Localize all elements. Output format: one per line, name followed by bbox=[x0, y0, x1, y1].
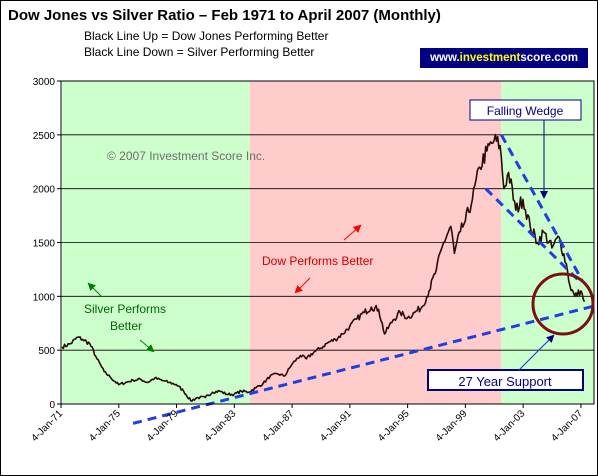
wedge-upper-line bbox=[500, 134, 584, 281]
y-tick-label: 0 bbox=[49, 400, 55, 411]
y-tick-label: 1000 bbox=[33, 292, 56, 303]
brand-badge: www.investmentscore.com bbox=[420, 48, 588, 68]
support-arrow bbox=[518, 334, 555, 371]
y-tick-label: 1500 bbox=[33, 239, 56, 250]
brand-highlight: investment bbox=[459, 52, 521, 64]
y-tick-label: 2000 bbox=[33, 185, 56, 196]
silver-arrow-up bbox=[87, 282, 103, 298]
highlight-circle bbox=[531, 272, 595, 336]
x-tick-label: 4-Jan-99 bbox=[434, 408, 470, 444]
x-tick-label: 4-Jan-71 bbox=[29, 408, 65, 444]
ratio-series bbox=[61, 133, 586, 402]
y-tick-label: 2500 bbox=[33, 131, 56, 142]
copyright-annotation: © 2007 Investment Score Inc. bbox=[107, 149, 265, 163]
brand-prefix: www. bbox=[430, 52, 460, 64]
wedge-lower-line bbox=[484, 187, 580, 282]
chart-title: Dow Jones vs Silver Ratio – Feb 1971 to … bbox=[8, 7, 441, 24]
silver-performs-label-line2: Better bbox=[110, 319, 142, 333]
x-tick-label: 4-Jan-75 bbox=[87, 408, 123, 444]
x-tick-label: 4-Jan-83 bbox=[203, 408, 239, 444]
x-tick-label: 4-Jan-07 bbox=[549, 408, 585, 444]
silver-arrow-down bbox=[139, 339, 155, 353]
dow-arrow-down bbox=[294, 277, 311, 294]
plot-area-border bbox=[60, 80, 595, 405]
x-tick-label: 4-Jan-95 bbox=[376, 408, 412, 444]
dow-arrow-up bbox=[343, 224, 362, 241]
support-box bbox=[427, 369, 584, 391]
x-tick-label: 4-Jan-79 bbox=[145, 408, 181, 444]
support-label: 27 Year Support bbox=[458, 374, 552, 389]
dow-performs-label: Dow Performs Better bbox=[262, 254, 373, 268]
falling-wedge-label: Falling Wedge bbox=[487, 104, 564, 118]
x-tick-label: 4-Jan-91 bbox=[318, 408, 354, 444]
y-tick-label: 3000 bbox=[33, 77, 56, 88]
x-tick-label: 4-Jan-03 bbox=[492, 408, 528, 444]
legend-line-up: Black Line Up = Dow Jones Performing Bet… bbox=[84, 29, 329, 43]
legend-line-down: Black Line Down = Silver Performing Bett… bbox=[84, 45, 315, 59]
ratio-line bbox=[61, 133, 586, 402]
brand-suffix: score.com bbox=[520, 52, 578, 64]
y-tick-label: 500 bbox=[38, 346, 55, 357]
silver-performs-label-line1: Silver Performs bbox=[84, 302, 166, 316]
falling-wedge-box bbox=[469, 99, 582, 121]
x-tick-label: 4-Jan-87 bbox=[261, 408, 297, 444]
